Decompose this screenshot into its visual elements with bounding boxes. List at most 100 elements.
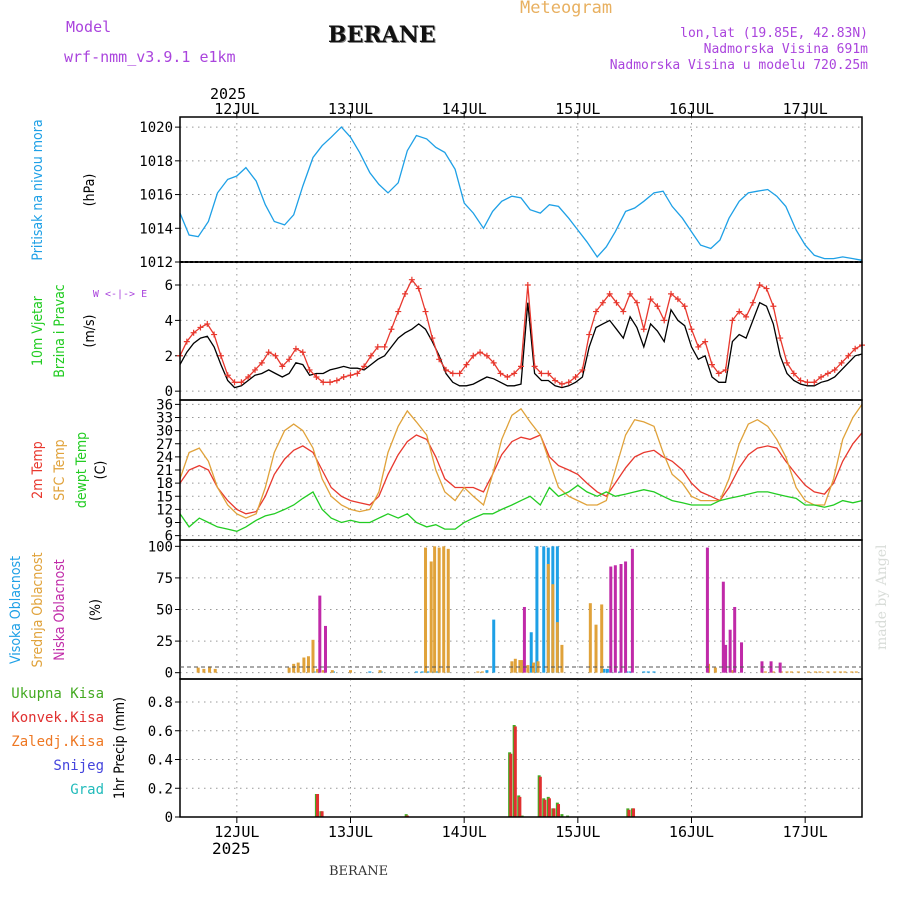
x-day-label-bottom: 12JUL [214, 823, 259, 841]
ylabel-dewpoint: dewpt Temp [74, 432, 90, 508]
bar-conv_precip [632, 808, 636, 817]
gust-marker [818, 374, 825, 380]
panel-cloud: 0 25 50 75 100 [148, 539, 863, 682]
x-day-label-top: 16JUL [669, 100, 714, 118]
bar-mid_cloud [763, 671, 767, 673]
y-tick-label: 18 [156, 476, 173, 492]
ylabel-temp-unit: (C) [93, 461, 109, 480]
bar-mid_cloud [480, 671, 484, 673]
gust-marker [804, 379, 811, 386]
ylabel-mid-cloud: Srednja Oblacnost [30, 552, 46, 667]
x-day-label-top: 14JUL [442, 100, 487, 118]
bar-high_cloud [602, 668, 606, 673]
gust-marker [258, 359, 265, 366]
gust-marker [292, 345, 299, 352]
panel-precip: 0 0.2 0.4 0.6 0.8 [148, 678, 863, 826]
gust-marker [367, 352, 374, 359]
y-tick-label: 0.2 [148, 781, 173, 797]
series-line-wind_speed [179, 301, 863, 389]
bar-mid_cloud [560, 644, 564, 673]
gust-marker [299, 349, 306, 356]
bar-mid_cloud [588, 603, 592, 673]
gust-marker [306, 366, 313, 373]
bar-high_cloud [652, 671, 656, 673]
gust-marker [524, 282, 531, 288]
bar-mid_cloud [429, 561, 433, 673]
gust-marker [463, 361, 470, 368]
gust-marker [327, 379, 334, 386]
bar-mid_cloud [378, 670, 382, 673]
bar-conv_precip [538, 776, 542, 817]
bar-mid_cloud [526, 665, 530, 673]
y-tick-label: 27 [156, 437, 173, 453]
gust-marker [252, 366, 259, 373]
bar-low_cloud [630, 548, 634, 673]
y-tick-label: 100 [148, 539, 173, 555]
gust-marker [770, 303, 777, 310]
bar-mid_cloud [771, 671, 775, 673]
y-tick-label: 36 [156, 397, 173, 413]
gust-marker [777, 335, 784, 342]
gust-marker [531, 363, 538, 370]
panel-wind: 0 2 4 6 [165, 261, 865, 401]
bar-high_cloud [485, 670, 489, 673]
gust-marker [838, 359, 845, 366]
bar-low_cloud [613, 565, 617, 673]
bar-low_cloud [733, 606, 737, 673]
bar-low_cloud [323, 625, 327, 673]
elevation-label: Nadmorska Visina 691m [703, 42, 868, 57]
gust-marker [579, 366, 586, 373]
bar-mid_cloud [442, 546, 446, 673]
model-label: Model [66, 18, 112, 36]
gust-marker [320, 379, 327, 386]
footer-station: BERANE [329, 864, 388, 879]
gust-marker [511, 370, 518, 377]
bar-mid_cloud [316, 668, 320, 673]
bar-mid_cloud [713, 667, 717, 673]
bar-mid_cloud [433, 546, 437, 673]
bar-high_cloud [646, 671, 650, 673]
bar-high_cloud [492, 619, 496, 673]
bar-high_cloud [435, 671, 439, 673]
gust-marker [790, 370, 797, 377]
bar-mid_cloud [292, 663, 296, 673]
x-day-label-bottom: 15JUL [555, 823, 600, 841]
gust-marker [722, 366, 729, 373]
year-label-bottom: 2025 [212, 839, 251, 858]
ylabel-pressure-unit: (hPa) [82, 174, 98, 207]
bar-high_cloud [555, 546, 559, 673]
y-tick-label: 25 [156, 634, 173, 650]
bar-mid_cloud [600, 604, 604, 673]
gust-marker [729, 317, 736, 324]
gust-marker [279, 363, 286, 370]
gust-marker [504, 374, 511, 380]
gust-marker [783, 359, 790, 366]
bar-high_cloud [426, 671, 430, 673]
bar-low_cloud [728, 629, 732, 673]
gust-marker [333, 377, 340, 384]
bar-high_cloud [542, 546, 546, 673]
gust-marker [361, 363, 368, 370]
gust-marker [715, 370, 722, 377]
gust-marker [565, 379, 572, 386]
gust-marker [558, 381, 565, 388]
gust-marker [408, 276, 415, 283]
y-tick-label: 21 [156, 463, 173, 479]
series-line-sfc_temp [179, 404, 863, 519]
gust-marker [395, 308, 402, 315]
gust-marker [627, 290, 634, 297]
year-label-top: 2025 [210, 85, 246, 103]
gust-marker [552, 377, 559, 384]
gust-marker [286, 356, 293, 363]
gust-marker [586, 331, 593, 338]
gust-marker [797, 377, 804, 384]
bar-conv_precip [320, 811, 324, 817]
series-line-pressure [179, 126, 863, 261]
gust-marker [340, 374, 347, 380]
ylabel-temp: 2m Temp [30, 441, 46, 499]
bar-mid_cloud [520, 660, 524, 673]
gust-marker [490, 359, 497, 366]
y-tick-label: 30 [156, 424, 173, 440]
gust-marker [647, 296, 654, 303]
